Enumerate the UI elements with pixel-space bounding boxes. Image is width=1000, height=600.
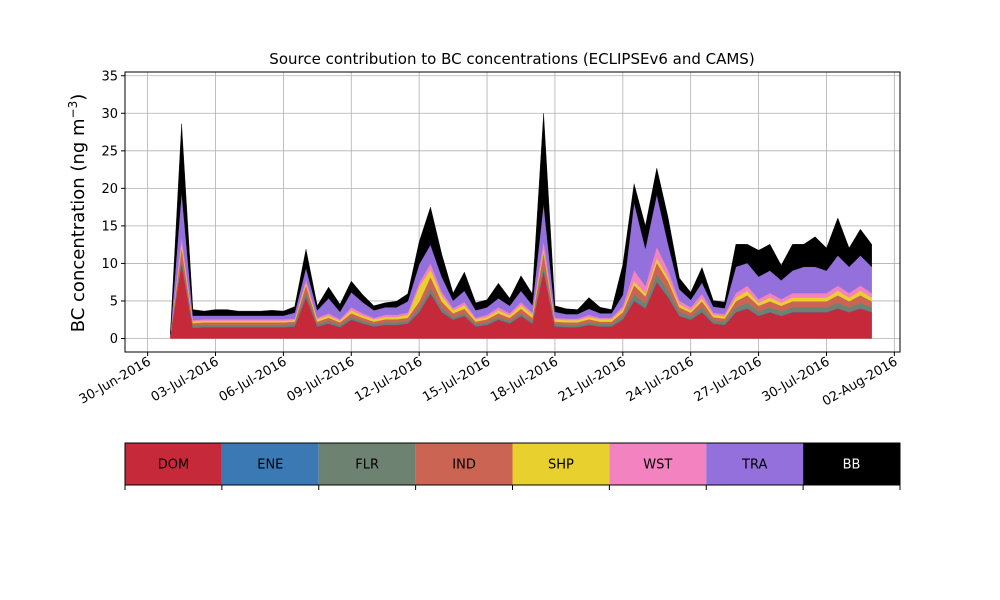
y-tick-label: 25 [101, 144, 118, 159]
legend-swatch-wst [609, 443, 707, 485]
y-axis-label-text: BC concentration (ng m [68, 118, 89, 332]
legend-swatch-bb [803, 443, 900, 485]
y-tick-label: 0 [110, 332, 118, 347]
legend-swatch-tra [706, 443, 804, 485]
y-axis-label-close: ) [68, 94, 89, 101]
y-tick-label: 5 [110, 294, 118, 309]
legend: DOM ENE FLR IND SHP WST TRA BB [124, 442, 901, 490]
y-tick-label: 10 [101, 257, 118, 272]
legend-swatch-ind [415, 443, 513, 485]
legend-swatch-dom [125, 443, 222, 485]
legend-label-bb: BB [843, 458, 861, 473]
y-tick-label: 35 [101, 69, 118, 84]
chart-title: Source contribution to BC concentrations… [269, 50, 754, 68]
legend-swatch-flr [318, 443, 416, 485]
area-bb [170, 113, 872, 335]
legend-label-wst: WST [643, 458, 672, 473]
y-tick-label: 30 [101, 107, 118, 122]
y-tick-label: 15 [101, 219, 118, 234]
legend-label-shp: SHP [548, 458, 574, 473]
y-tick-label: 20 [101, 182, 118, 197]
stacked-areas [170, 113, 872, 339]
legend-label-tra: TRA [741, 458, 767, 473]
y-axis-label: BC concentration (ng m−3) [66, 94, 89, 333]
y-axis-label-exponent: −3 [66, 101, 80, 119]
legend-label-ind: IND [452, 458, 476, 473]
legend-swatch-shp [512, 443, 610, 485]
axes-frame [124, 71, 901, 353]
legend-label-flr: FLR [355, 458, 379, 473]
legend-swatch-ene [221, 443, 319, 485]
legend-label-dom: DOM [158, 458, 189, 473]
legend-label-ene: ENE [257, 458, 283, 473]
